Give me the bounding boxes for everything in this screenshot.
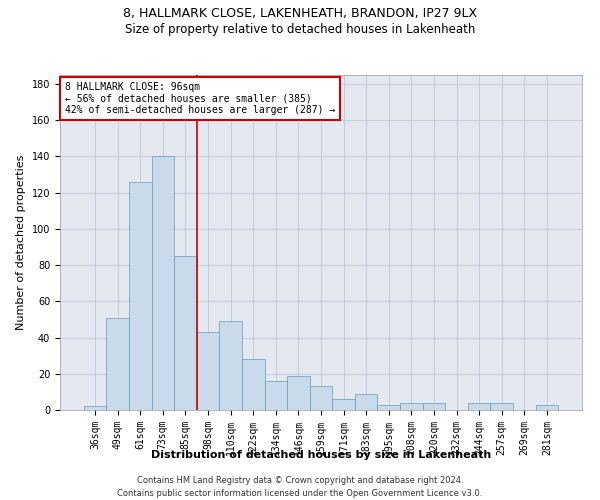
Bar	[152, 156, 174, 410]
Text: Size of property relative to detached houses in Lakenheath: Size of property relative to detached ho…	[125, 22, 475, 36]
Bar	[84, 406, 106, 410]
Y-axis label: Number of detached properties: Number of detached properties	[16, 155, 26, 330]
Text: Contains HM Land Registry data © Crown copyright and database right 2024.
Contai: Contains HM Land Registry data © Crown c…	[118, 476, 482, 498]
Bar	[174, 256, 197, 410]
Bar	[468, 403, 490, 410]
Bar	[332, 399, 355, 410]
Bar	[129, 182, 152, 410]
Bar	[242, 360, 265, 410]
Bar	[265, 381, 287, 410]
Text: 8 HALLMARK CLOSE: 96sqm
← 56% of detached houses are smaller (385)
42% of semi-d: 8 HALLMARK CLOSE: 96sqm ← 56% of detache…	[65, 82, 335, 115]
Bar	[197, 332, 220, 410]
Bar	[377, 404, 400, 410]
Bar	[422, 403, 445, 410]
Bar	[220, 322, 242, 410]
Bar	[490, 403, 513, 410]
Bar	[400, 403, 422, 410]
Bar	[287, 376, 310, 410]
Bar	[536, 404, 558, 410]
Text: Distribution of detached houses by size in Lakenheath: Distribution of detached houses by size …	[151, 450, 491, 460]
Bar	[106, 318, 129, 410]
Text: 8, HALLMARK CLOSE, LAKENHEATH, BRANDON, IP27 9LX: 8, HALLMARK CLOSE, LAKENHEATH, BRANDON, …	[123, 8, 477, 20]
Bar	[355, 394, 377, 410]
Bar	[310, 386, 332, 410]
